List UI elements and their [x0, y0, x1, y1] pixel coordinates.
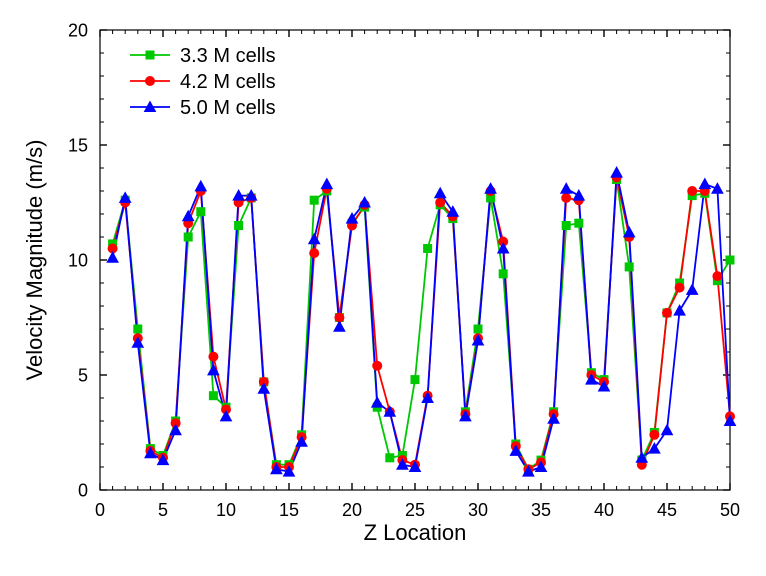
y-tick-label: 15 — [68, 135, 88, 155]
x-tick-label: 45 — [657, 500, 677, 520]
x-tick-label: 50 — [720, 500, 740, 520]
legend-label: 4.2 M cells — [180, 71, 276, 93]
x-tick-label: 30 — [468, 500, 488, 520]
y-axis-label: Velocity Magnitude (m/s) — [22, 140, 47, 381]
x-tick-label: 20 — [342, 500, 362, 520]
x-tick-label: 0 — [95, 500, 105, 520]
x-tick-label: 40 — [594, 500, 614, 520]
chart-container: 0 5 10 15 20 25 30 35 40 45 50 Z Location 0 5 10 15 20 Ve… — [0, 0, 766, 571]
y-tick-label: 5 — [78, 365, 88, 385]
x-tick-label: 5 — [158, 500, 168, 520]
legend-marker-s1 — [146, 51, 154, 59]
legend-marker-s2 — [146, 77, 155, 86]
x-tick-label: 25 — [405, 500, 425, 520]
legend-label: 3.3 M cells — [180, 45, 276, 67]
x-tick-label: 35 — [531, 500, 551, 520]
x-tick-label: 10 — [216, 500, 236, 520]
y-tick-label: 0 — [78, 480, 88, 500]
x-tick-label: 15 — [279, 500, 299, 520]
legend-label: 5.0 M cells — [180, 97, 276, 119]
y-tick-label: 20 — [68, 20, 88, 40]
y-tick-label: 10 — [68, 250, 88, 270]
x-axis-label: Z Location — [364, 520, 467, 545]
velocity-chart: 0 5 10 15 20 25 30 35 40 45 50 Z Location 0 5 10 15 20 Ve… — [0, 0, 766, 571]
